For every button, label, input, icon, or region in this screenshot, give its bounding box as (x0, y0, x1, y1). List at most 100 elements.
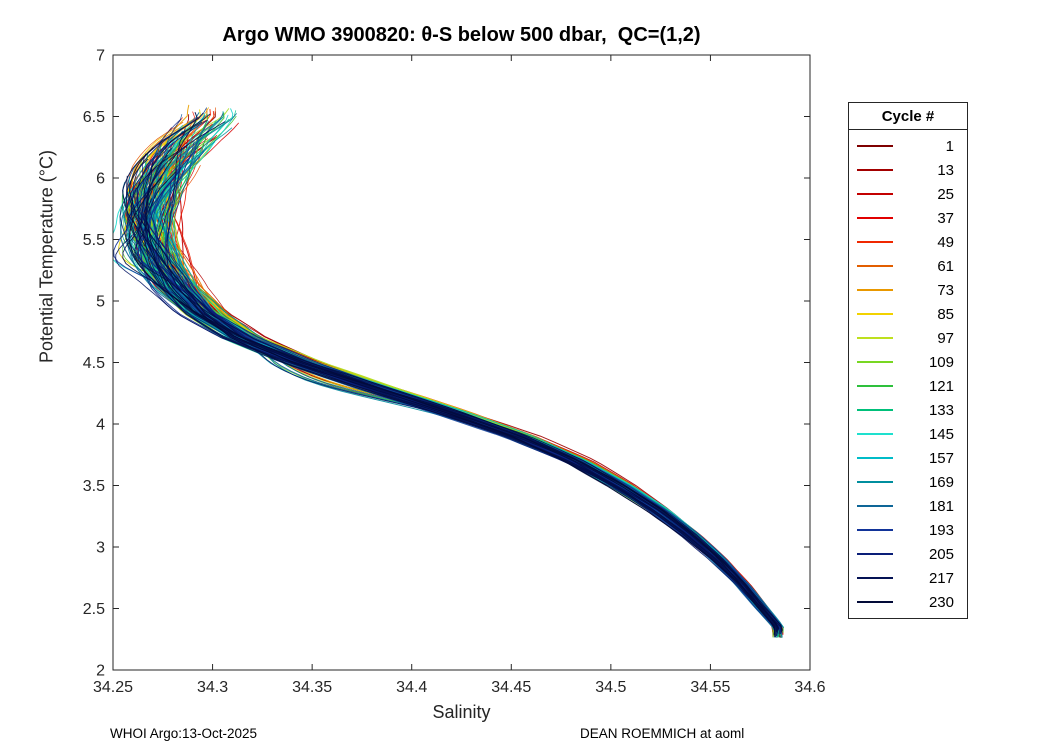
profile-line (156, 112, 784, 633)
legend-line-swatch (857, 145, 893, 147)
profile-line (148, 138, 780, 632)
profile-line (140, 120, 781, 631)
profile-line (139, 159, 779, 626)
profile-line (145, 189, 781, 628)
profile-line (159, 181, 780, 625)
profile-line (164, 180, 780, 630)
profile-line (127, 121, 777, 632)
profile-line (161, 114, 781, 635)
profile-line (166, 130, 778, 625)
profile-line (138, 119, 775, 630)
legend-line-swatch (857, 529, 893, 531)
profile-line (141, 154, 779, 626)
profile-line (131, 129, 777, 629)
profile-line (166, 162, 780, 628)
legend-cycle-label: 193 (928, 521, 954, 539)
profile-line (125, 161, 778, 638)
profile-line (153, 142, 781, 625)
profile-line (139, 116, 774, 637)
profile-line (159, 157, 785, 629)
profile-line (148, 187, 776, 626)
profile-line (134, 171, 783, 632)
profile-line (142, 160, 778, 632)
profile-line (128, 112, 773, 628)
profile-line (167, 149, 782, 632)
profile-line (141, 165, 774, 625)
profile-line (126, 115, 775, 631)
profile-line (156, 125, 781, 630)
x-tick-label: 34.5 (595, 679, 626, 696)
profile-line (148, 139, 782, 632)
profile-line (155, 189, 784, 628)
profile-line (144, 172, 781, 627)
profile-line (136, 165, 780, 631)
profile-line (141, 182, 779, 626)
profile-line (159, 163, 782, 630)
profile-line (145, 161, 778, 632)
legend-cycle-label: 37 (937, 209, 954, 227)
legend-cycle-label: 85 (937, 305, 954, 323)
x-axis-label: Salinity (432, 702, 491, 722)
legend-line-swatch (857, 433, 893, 435)
profile-line (144, 153, 776, 630)
profile-line (142, 183, 779, 633)
profile-line (167, 136, 779, 625)
profile-line (168, 142, 778, 625)
profile-line (138, 177, 776, 632)
legend-cycle-label: 97 (937, 329, 954, 347)
legend-entry: 85 (849, 302, 967, 326)
profile-line (163, 155, 781, 627)
profile-line (164, 117, 778, 627)
profile-line (137, 172, 774, 638)
y-tick-label: 6.5 (83, 109, 105, 126)
profile-line (127, 111, 778, 632)
profile-line (143, 147, 780, 636)
profile-line (148, 148, 775, 626)
profile-line (143, 168, 781, 634)
profile-line (139, 130, 781, 630)
profile-line (145, 181, 777, 631)
profile-line (176, 173, 781, 633)
y-tick-label: 3 (96, 540, 105, 557)
y-tick-label: 2 (96, 663, 105, 680)
profile-line (130, 140, 775, 634)
profile-line (164, 116, 779, 638)
profile-line (147, 141, 782, 630)
profile-line (128, 161, 777, 628)
profile-line (134, 176, 775, 636)
legend-cycle-label: 145 (928, 425, 954, 443)
profile-line (144, 157, 776, 629)
profile-line (136, 138, 782, 637)
legend-entry: 157 (849, 446, 967, 470)
profile-line (161, 181, 781, 630)
legend-line-swatch (857, 289, 893, 291)
profile-line (125, 158, 776, 636)
profile-line (148, 108, 776, 635)
profile-line (162, 124, 780, 630)
profile-line (141, 110, 778, 626)
profile-line (134, 119, 778, 625)
profile-line (135, 163, 779, 635)
profile-line (124, 171, 775, 626)
profile-line (126, 107, 778, 634)
legend-cycle-label: 61 (937, 257, 954, 275)
profile-line (128, 115, 775, 626)
profile-line (133, 166, 778, 627)
legend-entry: 181 (849, 494, 967, 518)
profile-line (147, 148, 781, 631)
legend-entry: 205 (849, 542, 967, 566)
profile-line (136, 129, 782, 634)
profile-line (148, 114, 779, 635)
legend-line-swatch (857, 553, 893, 555)
profile-line (137, 143, 777, 636)
profile-line (157, 166, 780, 638)
profile-line (131, 143, 776, 631)
profile-line (155, 125, 784, 635)
profile-line (129, 119, 777, 635)
profile-line (129, 121, 774, 626)
profile-line (162, 132, 782, 631)
profile-line (138, 120, 778, 630)
profile-line (151, 143, 780, 631)
